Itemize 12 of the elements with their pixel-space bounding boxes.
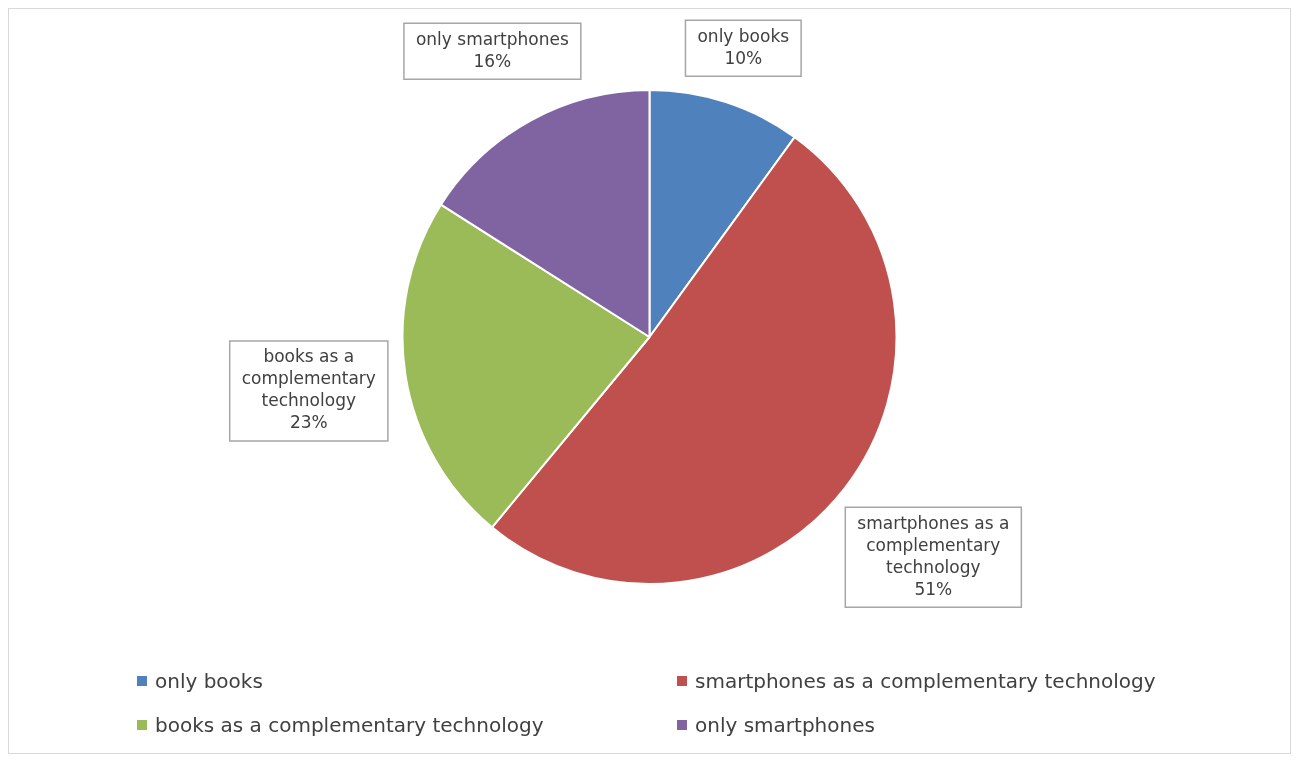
legend-label: smartphones as a complementary technology [695,669,1156,693]
data-label: 10% [724,47,763,68]
data-label: 16% [473,50,512,71]
data-label: 23% [289,412,328,433]
slice-label: smartphones as a complementary technology [857,512,1010,577]
legend-label: books as a complementary technology [155,713,544,737]
slice-label: only books [697,25,790,46]
data-label: 51% [914,578,953,599]
legend-label: only smartphones [695,713,875,737]
slice-label: books as a complementary technology [241,346,376,411]
legend-label: only books [155,669,263,693]
slice-label: only smartphones [415,28,569,49]
